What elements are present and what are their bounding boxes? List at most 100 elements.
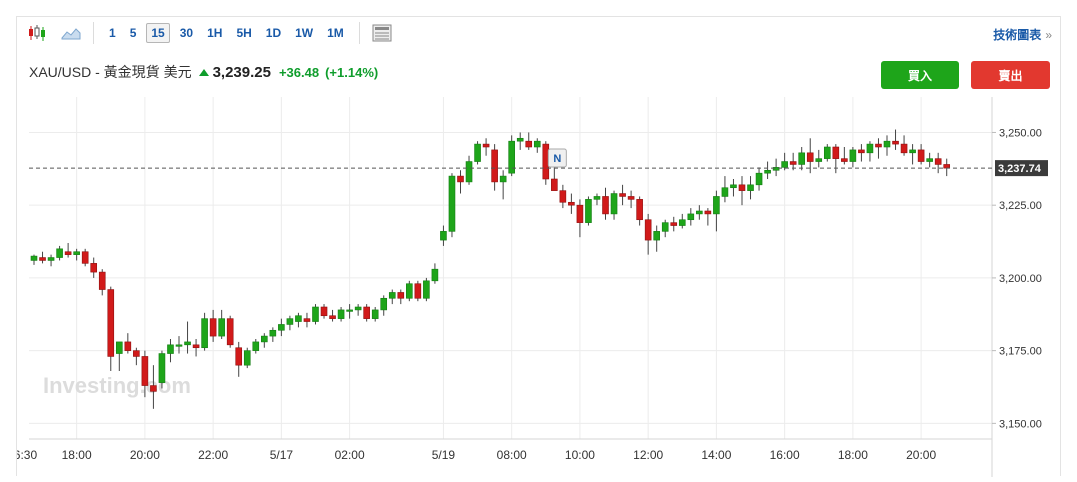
candle [593, 193, 601, 206]
candle [823, 144, 831, 162]
candle [730, 179, 737, 197]
candle-body [73, 251, 80, 255]
candle [320, 304, 328, 319]
candle [696, 205, 703, 220]
candle-body [627, 196, 635, 200]
candle-body [448, 175, 456, 232]
candle [781, 152, 788, 171]
candle-body [175, 344, 183, 347]
arrow-up-icon [198, 68, 209, 76]
interval-selector: 1 5 15 30 1H 5H 1D 1W 1M [102, 23, 351, 43]
last-price: 3,239.25 [212, 63, 271, 81]
candle [278, 318, 285, 337]
candle [533, 138, 541, 153]
candle-body [158, 353, 166, 383]
interval-15[interactable]: 15 [146, 23, 170, 43]
candle [201, 312, 208, 351]
candle-body [525, 140, 533, 148]
candle-body [431, 268, 439, 282]
candle-body [286, 318, 294, 325]
candle [789, 152, 797, 171]
candle [184, 321, 191, 354]
candlestick-chart[interactable]: Investing.com N 3,150.00 3,175.00 3,200.00 3,… [14, 97, 1060, 477]
candle [30, 254, 38, 265]
candle [47, 254, 55, 267]
x-tick-label: 18:00 [62, 448, 92, 462]
candle [636, 196, 643, 226]
candle [329, 309, 336, 322]
candle-body [124, 341, 132, 351]
candle-body [934, 158, 942, 165]
candle-body [482, 143, 490, 148]
interval-30[interactable]: 30 [179, 26, 194, 40]
buy-button[interactable]: 買入 [881, 61, 959, 89]
interval-5h[interactable]: 5H [236, 26, 252, 40]
interval-1d[interactable]: 1D [265, 26, 282, 40]
area-chart-icon[interactable] [57, 21, 85, 45]
candle-body [798, 152, 806, 165]
price-change: +36.48 [278, 64, 320, 80]
candle-body [329, 315, 336, 319]
technical-chart-label: 技術圖表 [993, 28, 1042, 42]
x-tick-label: 5/19 [432, 448, 456, 462]
news-marker: N [547, 148, 567, 168]
candle [866, 141, 874, 162]
candle-body [465, 161, 473, 183]
table-view-icon[interactable] [368, 21, 396, 45]
candle [269, 327, 277, 342]
candle [371, 307, 379, 322]
interval-1[interactable]: 1 [109, 26, 116, 40]
y-tick-label: 3,250.00 [999, 127, 1042, 139]
candle [875, 138, 882, 159]
candle-body [678, 219, 686, 226]
candle [295, 312, 302, 328]
chart-toolbar: 1 5 15 30 1H 5H 1D 1W 1M 技術圖表» [17, 17, 1060, 49]
candle [406, 280, 413, 302]
candle [192, 339, 200, 357]
candle [704, 208, 712, 226]
interval-1w[interactable]: 1W [295, 26, 314, 40]
y-tick-label: 3,175.00 [999, 346, 1042, 358]
interval-1m[interactable]: 1M [327, 26, 344, 40]
candle-body [380, 297, 388, 311]
current-price-tag-bg [995, 160, 1048, 177]
candle-body [755, 172, 763, 186]
candle-body [414, 283, 422, 299]
candle [670, 216, 678, 232]
candle-body [551, 178, 558, 191]
candle [678, 213, 686, 229]
candle-body [252, 341, 260, 351]
toolbar-divider [358, 22, 360, 44]
candle-body [226, 318, 234, 346]
candle [133, 347, 140, 366]
candle-body [687, 213, 695, 221]
technical-chart-link[interactable]: 技術圖表» [993, 26, 1052, 43]
candle-body [261, 335, 268, 343]
candle-body [64, 251, 72, 255]
x-tick-label: 20:00 [906, 448, 936, 462]
candle-body [209, 318, 217, 337]
sell-button[interactable]: 賣出 [971, 61, 1050, 89]
candle-body [218, 318, 225, 337]
candle-body [926, 158, 933, 162]
candlestick-chart-icon[interactable] [23, 21, 51, 45]
candle-body [295, 315, 302, 322]
candle [576, 199, 584, 238]
candle-body [184, 341, 191, 346]
candle-body [619, 193, 626, 197]
interval-1h[interactable]: 1H [207, 26, 223, 40]
candle-body [30, 255, 38, 261]
candle [141, 350, 149, 398]
price-chart-area[interactable]: Investing.com N 3,150.00 3,175.00 3,200.00 3,… [14, 97, 1060, 477]
interval-5[interactable]: 5 [129, 26, 137, 40]
candle-body [397, 292, 405, 299]
candle [81, 248, 89, 267]
candle [261, 333, 268, 348]
candle-body [116, 341, 123, 354]
candle [610, 190, 618, 220]
candle-body [167, 344, 174, 354]
candle [943, 158, 951, 177]
watermark-logo: Investing.com [43, 373, 191, 398]
chart-widget: 1 5 15 30 1H 5H 1D 1W 1M 技術圖表» XAU/USD - 黃金現貨 美元… [14, 16, 1061, 477]
candle [431, 263, 439, 284]
